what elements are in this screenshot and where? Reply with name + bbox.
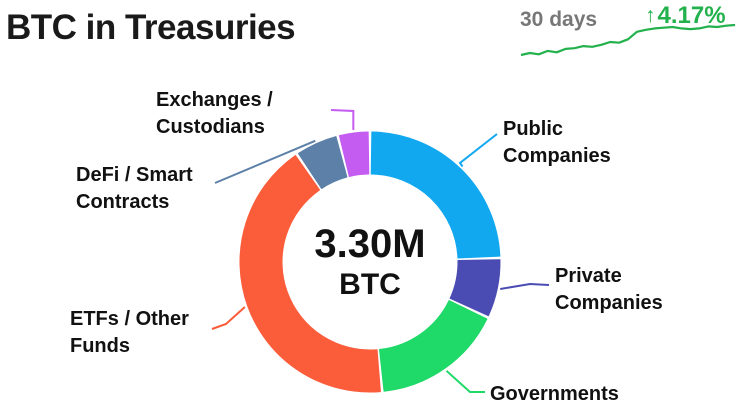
label-private-companies: Private Companies	[555, 263, 663, 317]
label-line: ETFs / Other	[70, 308, 189, 330]
period-label[interactable]: 30 days	[520, 8, 598, 31]
label-line: Governments	[490, 383, 619, 405]
label-defi-smart-contracts: DeFi / Smart Contracts	[76, 162, 193, 216]
slice-etfs-other-funds[interactable]	[239, 155, 381, 393]
label-line: Companies	[503, 145, 611, 167]
label-line: Contracts	[76, 191, 170, 213]
label-etfs-other-funds: ETFs / Other Funds	[70, 306, 189, 360]
change-value: 4.17%	[657, 2, 726, 29]
slice-governments[interactable]	[379, 300, 488, 392]
label-line: Public	[503, 118, 564, 140]
label-governments: Governments	[490, 381, 619, 408]
slice-private-companies[interactable]	[449, 259, 501, 317]
slice-exchanges-custodians[interactable]	[338, 131, 370, 177]
total-value: 3.30M	[314, 222, 426, 266]
label-line: DeFi / Smart	[76, 164, 193, 186]
change-indicator: ↑ 4.17%	[645, 2, 726, 30]
leader-line-etfs	[211, 306, 246, 330]
leader-line-defi	[214, 139, 316, 184]
leader-line-public	[458, 133, 498, 168]
label-line: Funds	[70, 335, 130, 357]
label-line: Private	[555, 265, 622, 287]
label-line: Exchanges /	[156, 89, 273, 111]
label-line: Companies	[555, 292, 663, 314]
slice-defi-smart-contracts[interactable]	[297, 136, 348, 190]
leader-line-governments	[445, 370, 485, 393]
leader-line-exchanges	[330, 109, 355, 131]
slice-public-companies[interactable]	[370, 131, 501, 259]
label-line: Custodians	[156, 116, 265, 138]
label-exchanges-custodians: Exchanges / Custodians	[156, 87, 273, 141]
total-unit: BTC	[339, 268, 401, 301]
up-arrow-icon: ↑	[645, 4, 656, 27]
leader-line-private	[500, 282, 550, 290]
label-public-companies: Public Companies	[503, 116, 611, 170]
page-title: BTC in Treasuries	[6, 8, 296, 47]
sparkline-chart	[520, 23, 736, 57]
sparkline-line	[520, 23, 736, 57]
